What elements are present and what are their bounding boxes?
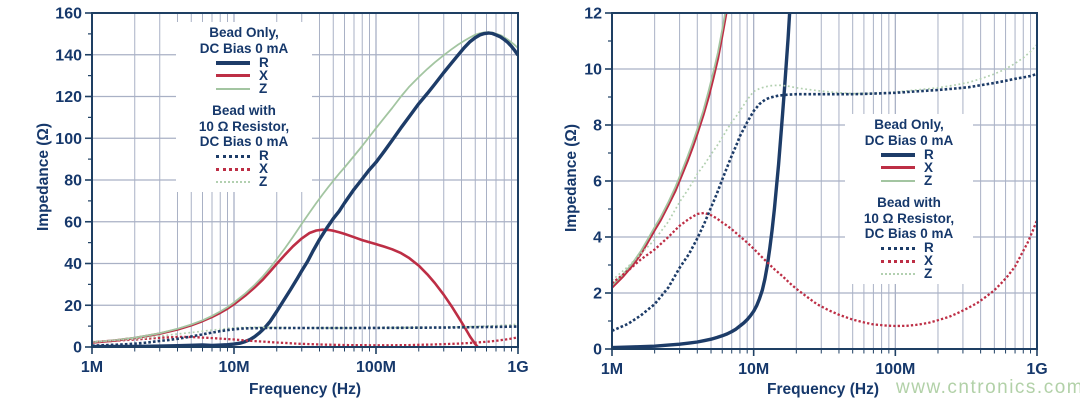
legend-left-chart: Bead Only, DC Bias 0 mA R X Z Bead with … <box>176 22 312 192</box>
curve-bead-resistor-X-dotted <box>92 335 518 347</box>
y-tick-label: 6 <box>593 174 602 191</box>
y-tick-label: 140 <box>55 47 82 64</box>
legend-group1-title: Bead Only, DC Bias 0 mA <box>847 117 971 148</box>
legend-entry-label: Z <box>924 172 933 188</box>
x-tick-label: 1M <box>601 361 623 378</box>
legend-spacer <box>847 187 971 195</box>
curve-bead-only-R-solid <box>92 31 518 347</box>
x-dotted-line-swatch <box>216 167 250 171</box>
legend-title-line: Bead with <box>212 103 276 118</box>
curve-bead-resistor-R-dotted <box>612 72 1037 332</box>
z-dotted-line-swatch <box>881 273 915 275</box>
y-tick-label: 80 <box>64 173 82 190</box>
legend-entry-label: X <box>924 159 934 175</box>
legend-entry-x-solid: X <box>847 159 971 175</box>
legend-entry-label: R <box>924 146 934 162</box>
y-tick-label: 10 <box>584 62 602 79</box>
y-tick-label: 160 <box>55 6 82 23</box>
y-tick-label: 4 <box>593 230 602 247</box>
legend-entry-z-solid: Z <box>178 80 310 96</box>
legend-entry-label: Z <box>259 80 268 96</box>
legend-title-line: 10 Ω Resistor, <box>863 210 955 226</box>
x-tick-label: 10M <box>218 359 249 376</box>
z-solid-line-swatch <box>881 179 915 182</box>
z-dotted-line-swatch <box>216 181 250 183</box>
legend-entry-x-dotted: X <box>847 253 971 269</box>
legend-title-line: Bead Only, <box>209 25 279 40</box>
x-axis-title-right: Frequency (Hz) <box>767 381 879 398</box>
y-tick-label: 40 <box>64 256 82 273</box>
curve-bead-only-X-solid <box>612 13 728 289</box>
y-axis-title-left: Impedance (Ω) <box>35 122 52 232</box>
legend-entry-label: X <box>924 253 934 269</box>
x-tick-label: 1G <box>507 359 528 376</box>
legend-group2-title: Bead with 10 Ω Resistor, DC Bias 0 mA <box>847 195 971 242</box>
legend-entry-r-solid: R <box>178 54 310 70</box>
legend-title-line: DC Bias 0 mA <box>864 132 954 148</box>
legend-entry-z-dotted: Z <box>178 174 310 190</box>
legend-title-line: DC Bias 0 mA <box>864 226 954 241</box>
y-tick-label: 120 <box>55 89 82 106</box>
curve-bead-only-Z-solid <box>612 13 727 287</box>
legend-entry-r-solid: R <box>847 146 971 162</box>
x-tick-label: 100M <box>875 361 915 378</box>
legend-entry-label: R <box>924 240 934 256</box>
legend-entry-label: R <box>259 148 269 164</box>
legend-entry-label: Z <box>259 174 268 190</box>
legend-entry-z-solid: Z <box>847 172 971 188</box>
legend-entry-x-solid: X <box>178 67 310 83</box>
x-tick-label: 10M <box>738 361 769 378</box>
legend-entry-label: R <box>259 54 269 70</box>
watermark-text: www.cntronics.com <box>896 377 1080 398</box>
x-dotted-line-swatch <box>881 259 915 263</box>
y-tick-label: 20 <box>64 298 82 315</box>
legend-entry-label: X <box>259 67 269 83</box>
legend-entry-label: Z <box>924 266 933 282</box>
y-tick-label: 2 <box>593 286 602 303</box>
legend-title-line: Bead with <box>877 195 941 210</box>
y-tick-label: 0 <box>73 340 82 357</box>
legend-title-line: DC Bias 0 mA <box>199 40 289 56</box>
r-solid-line-swatch <box>881 152 915 157</box>
y-tick-label: 8 <box>593 118 602 135</box>
legend-entry-label: X <box>259 161 269 177</box>
x-solid-line-swatch <box>881 166 915 169</box>
y-axis-title-right: Impedance (Ω) <box>563 123 580 233</box>
y-tick-label: 0 <box>593 342 602 359</box>
curve-bead-resistor-Z-dotted <box>612 44 1037 282</box>
legend-spacer <box>178 95 310 103</box>
legend-title-line: Bead Only, <box>874 117 944 132</box>
y-tick-label: 12 <box>584 6 602 23</box>
r-dotted-line-swatch <box>216 154 250 158</box>
legend-entry-r-dotted: R <box>847 240 971 256</box>
chart-panel-1: 0 2 4 6 8 10 12 1M 10M 100M 1G <box>584 6 1047 379</box>
r-dotted-line-swatch <box>881 246 915 250</box>
x-tick-label: 1G <box>1026 361 1047 378</box>
legend-group1-title: Bead Only, DC Bias 0 mA <box>178 25 310 56</box>
legend-entry-x-dotted: X <box>178 161 310 177</box>
x-axis-title-left: Frequency (Hz) <box>249 381 361 398</box>
r-solid-line-swatch <box>216 60 250 65</box>
legend-entry-z-dotted: Z <box>847 266 971 282</box>
legend-right-chart: Bead Only, DC Bias 0 mA R X Z Bead with … <box>845 114 973 284</box>
x-tick-label: 1M <box>81 359 103 376</box>
x-tick-label: 100M <box>356 359 396 376</box>
curve-bead-only-R-solid <box>612 13 792 349</box>
x-solid-line-swatch <box>216 74 250 77</box>
legend-title-line: 10 Ω Resistor, <box>198 118 290 134</box>
legend-group2-title: Bead with 10 Ω Resistor, DC Bias 0 mA <box>178 103 310 150</box>
z-solid-line-swatch <box>216 87 250 90</box>
y-tick-label: 60 <box>64 214 82 231</box>
legend-entry-r-dotted: R <box>178 148 310 164</box>
y-tick-label: 100 <box>55 131 82 148</box>
curve-bead-resistor-R-dotted <box>92 325 518 347</box>
curve-bead-resistor-X-dotted <box>612 211 1037 328</box>
legend-title-line: DC Bias 0 mA <box>199 134 289 149</box>
